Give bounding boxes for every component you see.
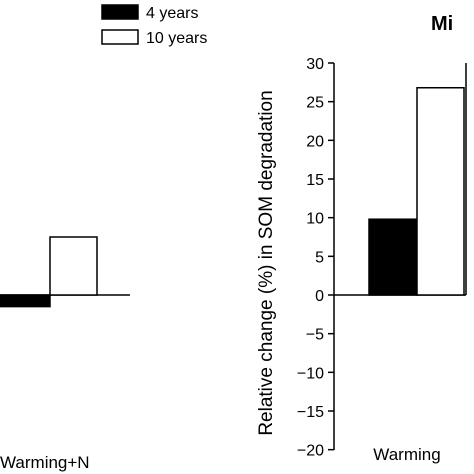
right-bar-4-years: [368, 218, 418, 296]
left-panel: Warming+N: [0, 236, 130, 472]
legend-label-10-years: 10 years: [146, 30, 207, 47]
y-tick-label: −20: [297, 443, 324, 460]
right-bar-10-years: [416, 86, 465, 296]
y-tick-label: −10: [297, 365, 324, 382]
y-axis-label: Relative change (%) in SOM degradation: [256, 90, 277, 435]
legend-label-4-years: 4 years: [146, 5, 198, 22]
y-tick-label: 10: [306, 211, 324, 228]
y-tick-label: 0: [315, 288, 324, 305]
legend-swatch-10-years: [101, 29, 139, 45]
right-panel-title: Mi: [431, 13, 453, 35]
left-category-label: Warming+N: [0, 453, 90, 472]
y-tick-label: 30: [306, 56, 324, 73]
y-tick-label: 15: [306, 172, 324, 189]
legend-swatch-4-years: [101, 4, 139, 20]
legend: 4 years 10 years: [101, 4, 207, 47]
left-bar-10-years: [49, 236, 98, 296]
y-tick-label: 20: [306, 133, 324, 150]
left-bar-4-years: [0, 294, 51, 308]
right-panel: Mi Relative change (%) in SOM degradatio…: [256, 13, 467, 464]
right-category-label: Warming: [373, 445, 440, 464]
y-tick-label: 5: [315, 249, 324, 266]
y-tick-label: 25: [306, 95, 324, 112]
y-tick-label: −5: [306, 327, 324, 344]
y-tick-label: −15: [297, 404, 324, 421]
